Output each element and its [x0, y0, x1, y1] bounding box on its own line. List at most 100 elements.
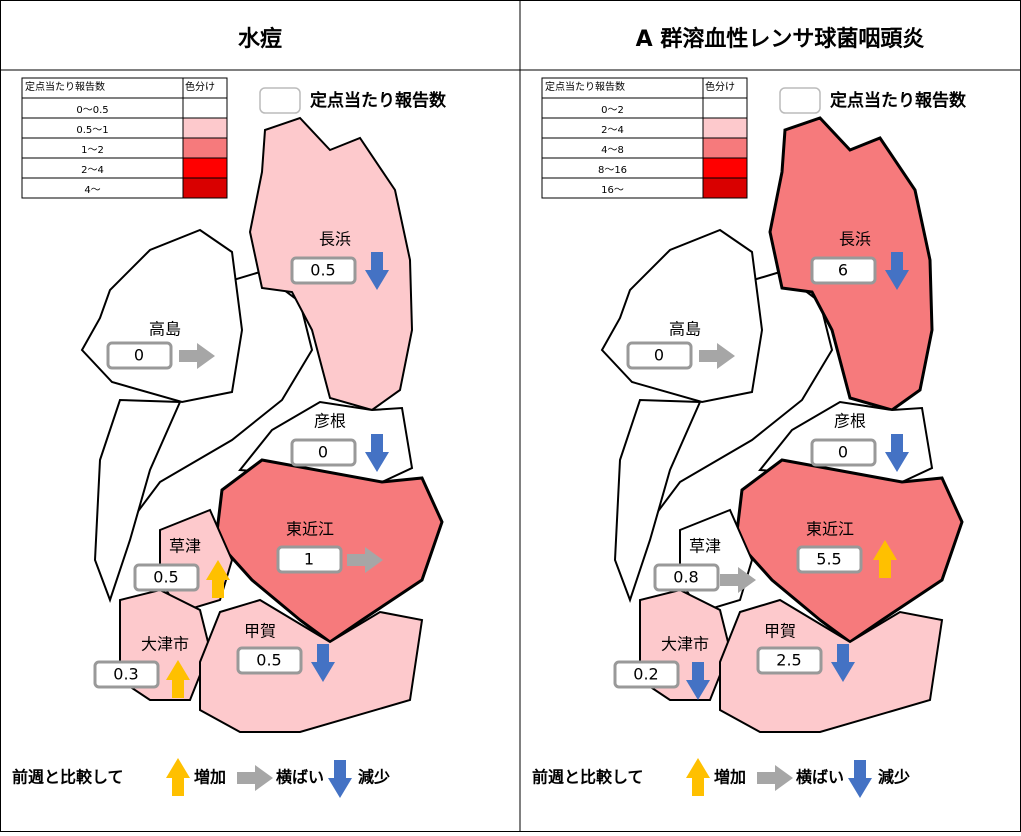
- region-name: 高島: [669, 320, 701, 339]
- key-label: 定点当たり報告数: [830, 90, 967, 111]
- legend-arrow: [328, 760, 352, 798]
- trend-arrow: [699, 343, 735, 369]
- legend-range: 2～4: [81, 165, 104, 176]
- legend-swatch: [702, 137, 748, 159]
- map-area: [613, 398, 702, 603]
- value-box: [236, 646, 303, 675]
- region-value: 0.5: [256, 651, 281, 670]
- legend-header: 定点当たり報告数: [25, 80, 105, 93]
- legend-swatch: [182, 177, 228, 199]
- region-name: 草津: [169, 537, 201, 556]
- map-area: [93, 398, 182, 603]
- legend-swatch: [702, 177, 748, 199]
- region-value: 6: [838, 261, 848, 280]
- value-box: [613, 660, 680, 689]
- key-box: [779, 87, 821, 114]
- region-value: 0.8: [673, 568, 698, 587]
- footer-down: 減少: [878, 768, 910, 787]
- panel-title: A 群溶血性レンサ球菌咽頭炎: [636, 26, 925, 52]
- legend-range: 16～: [601, 185, 624, 196]
- legend-range: 4～: [84, 185, 100, 196]
- legend-range: 8～16: [598, 165, 627, 176]
- region-value: 0: [318, 443, 328, 462]
- region-name: 大津市: [661, 635, 709, 654]
- legend-swatch: [182, 97, 228, 119]
- trend-arrow: [179, 343, 215, 369]
- panel-title: 水痘: [238, 26, 282, 52]
- value-box: [93, 660, 160, 689]
- legend-range: 1～2: [81, 145, 104, 156]
- trend-arrow: [365, 434, 389, 472]
- region-name: 大津市: [141, 635, 189, 654]
- legend-range: 0.5～1: [76, 125, 108, 136]
- legend-header: 定点当たり報告数: [545, 80, 625, 93]
- region-name: 長浜: [319, 230, 351, 249]
- trend-arrow: [347, 547, 383, 573]
- value-box: [133, 563, 200, 592]
- value-box: [290, 438, 357, 467]
- value-box: [810, 438, 877, 467]
- value-box: [653, 563, 720, 592]
- legend-range: 2～4: [601, 125, 624, 136]
- trend-arrow: [686, 662, 710, 700]
- region-value: 2.5: [776, 651, 801, 670]
- region-name: 甲賀: [764, 622, 796, 641]
- legend-swatch: [702, 97, 748, 119]
- trend-arrow: [885, 434, 909, 472]
- region-name: 長浜: [839, 230, 871, 249]
- legend-header: 色分け: [705, 80, 735, 93]
- legend-arrow: [166, 758, 190, 796]
- trend-arrow: [831, 644, 855, 682]
- region-name: 草津: [689, 537, 721, 556]
- footer-down: 減少: [358, 768, 390, 787]
- region-name: 彦根: [314, 412, 346, 431]
- trend-arrow: [873, 540, 897, 578]
- footer-flat: 横ばい: [796, 768, 844, 787]
- legend-swatch: [182, 137, 228, 159]
- region: [719, 598, 944, 733]
- region-value: 0: [134, 346, 144, 365]
- region-value: 0.5: [153, 568, 178, 587]
- legend-arrow: [686, 758, 710, 796]
- legend-range: 0～2: [601, 105, 624, 116]
- region-name: 東近江: [806, 520, 854, 539]
- region-value: 0: [838, 443, 848, 462]
- footer-up: 増加: [714, 768, 746, 787]
- legend-swatch: [182, 117, 228, 139]
- footer-up: 増加: [194, 768, 226, 787]
- legend-arrow: [848, 760, 872, 798]
- region-value: 0.2: [633, 665, 658, 684]
- legend-header: 色分け: [185, 80, 215, 93]
- region-value: 0: [654, 346, 664, 365]
- footer-lead: 前週と比較して: [12, 768, 124, 787]
- region-value: 5.5: [816, 550, 841, 569]
- region: [199, 598, 424, 733]
- trend-arrow: [885, 252, 909, 290]
- trend-arrow: [720, 567, 756, 593]
- region-value: 1: [304, 550, 314, 569]
- key-label: 定点当たり報告数: [310, 90, 447, 111]
- trend-arrow: [365, 252, 389, 290]
- region-name: 甲賀: [244, 622, 276, 641]
- value-box: [290, 256, 357, 285]
- legend-swatch: [702, 117, 748, 139]
- footer-lead: 前週と比較して: [532, 768, 644, 787]
- legend-arrow: [757, 765, 793, 791]
- region-name: 彦根: [834, 412, 866, 431]
- key-box: [259, 87, 301, 114]
- value-box: [626, 341, 693, 370]
- region-name: 東近江: [286, 520, 334, 539]
- legend-swatch: [182, 157, 228, 179]
- region-name: 高島: [149, 320, 181, 339]
- value-box: [106, 341, 173, 370]
- trend-arrow: [311, 644, 335, 682]
- value-box: [756, 646, 823, 675]
- legend-range: 4～8: [601, 145, 624, 156]
- region-value: 0.3: [113, 665, 138, 684]
- trend-arrow: [206, 560, 230, 598]
- legend-range: 0～0.5: [76, 105, 108, 116]
- trend-arrow: [166, 660, 190, 698]
- legend-swatch: [702, 157, 748, 179]
- region-value: 0.5: [310, 261, 335, 280]
